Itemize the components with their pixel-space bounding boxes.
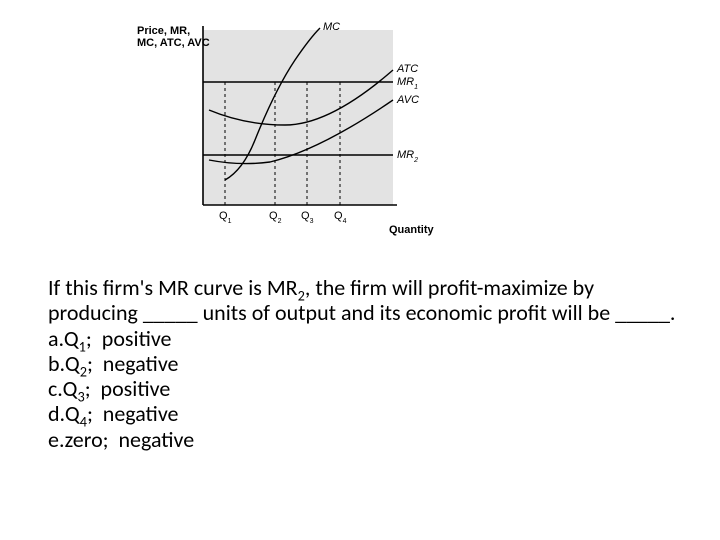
svg-text:Q1: Q1 bbox=[219, 210, 232, 225]
question-stem: If this firm's MR curve is MR2, the firm… bbox=[48, 275, 678, 326]
answer-option: a.Q1; positive bbox=[48, 326, 678, 351]
svg-text:MC, ATC, AVC: MC, ATC, AVC bbox=[137, 37, 210, 49]
svg-text:MR2: MR2 bbox=[397, 149, 418, 164]
svg-text:Q2: Q2 bbox=[269, 210, 282, 225]
svg-text:Quantity: Quantity bbox=[389, 224, 434, 236]
answer-options: a.Q1; positiveb.Q2; negativec.Q3; positi… bbox=[48, 326, 678, 452]
chart-svg: Price, MR,MC, ATC, AVC MC ATCMR1 AVC MR2 Q1 Q2… bbox=[135, 20, 440, 250]
answer-option: b.Q2; negative bbox=[48, 351, 678, 376]
answer-option: c.Q3; positive bbox=[48, 376, 678, 401]
cost-curve-chart: Price, MR,MC, ATC, AVC MC ATCMR1 AVC MR2 Q1 Q2… bbox=[135, 20, 440, 250]
svg-text:MR1: MR1 bbox=[397, 76, 418, 91]
svg-text:AVC: AVC bbox=[396, 94, 419, 106]
svg-text:MC: MC bbox=[323, 21, 340, 33]
question-block: If this firm's MR curve is MR2, the firm… bbox=[48, 275, 678, 452]
svg-text:ATC: ATC bbox=[396, 63, 418, 75]
answer-option: d.Q4; negative bbox=[48, 401, 678, 426]
svg-text:Price, MR,: Price, MR, bbox=[137, 25, 190, 37]
svg-text:Q3: Q3 bbox=[301, 210, 314, 225]
svg-text:Q4: Q4 bbox=[334, 210, 347, 225]
answer-option: e.zero; negative bbox=[48, 427, 678, 452]
slide: Price, MR,MC, ATC, AVC MC ATCMR1 AVC MR2 Q1 Q2… bbox=[0, 0, 720, 540]
